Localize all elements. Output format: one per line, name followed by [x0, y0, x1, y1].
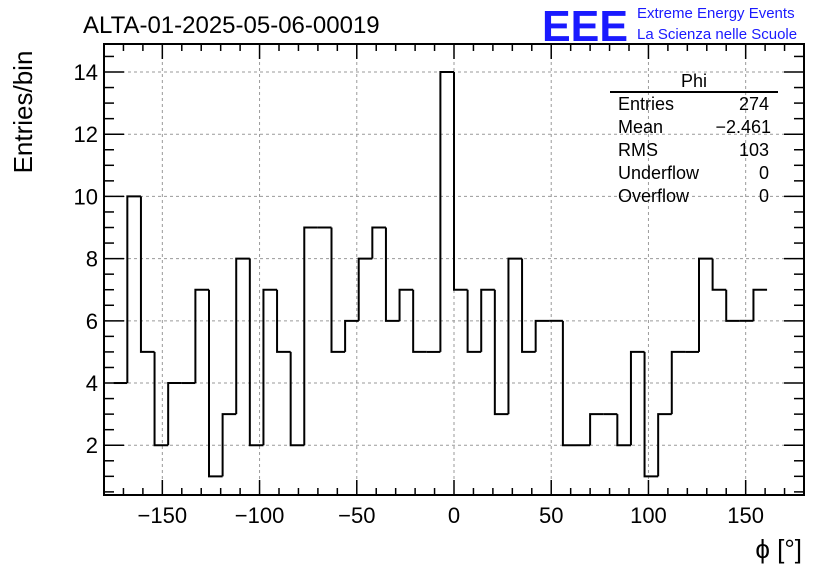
x-tick-label: −150 — [138, 503, 188, 528]
logo-line-1: Extreme Energy Events — [637, 5, 795, 22]
histogram-bin — [725, 289, 740, 322]
histogram-bin — [412, 289, 427, 353]
histogram-bin — [248, 258, 264, 447]
histogram-bin — [466, 289, 482, 353]
histogram-bin — [629, 350, 645, 446]
stats-value-rms: 103 — [739, 140, 769, 160]
histogram-bin — [384, 227, 400, 322]
histogram-bin — [167, 382, 182, 446]
stats-label-entries: Entries — [618, 94, 674, 114]
stats-title: Phi — [681, 71, 707, 91]
x-tick-label: −50 — [338, 503, 375, 528]
histogram-bin — [344, 319, 359, 352]
y-tick-label: 14 — [74, 60, 98, 85]
x-tick-label: 150 — [727, 503, 764, 528]
histogram-bin — [194, 288, 209, 384]
histogram-bin — [153, 351, 169, 447]
histogram-bin — [616, 414, 631, 447]
histogram-bin — [357, 257, 373, 321]
y-tick-label: 10 — [74, 184, 98, 209]
x-axis-label: ϕ [°] — [755, 534, 802, 564]
histogram-bin — [453, 71, 468, 291]
stats-value-underflow: 0 — [759, 163, 769, 183]
histogram-bin — [643, 351, 659, 478]
x-tick-label: −100 — [235, 503, 285, 528]
histogram-bin — [493, 289, 509, 416]
histogram-bin — [534, 319, 550, 352]
histogram-bars — [113, 70, 768, 478]
histogram-bin — [221, 413, 237, 477]
histogram-bin — [126, 195, 141, 384]
stats-value-entries: 274 — [739, 94, 769, 114]
histogram-bin — [480, 288, 495, 352]
y-tick-label: 2 — [86, 433, 98, 458]
histogram-bin — [670, 350, 686, 415]
histogram-bin — [330, 227, 346, 353]
histogram-bin — [507, 257, 523, 415]
stats-label-rms: RMS — [618, 140, 658, 160]
histogram-bin — [262, 288, 278, 446]
histogram-bin — [371, 226, 386, 259]
stats-value-overflow: 0 — [759, 186, 769, 206]
eee-logo: EEE — [542, 2, 628, 51]
histogram-bin — [698, 257, 713, 352]
x-tick-label: 50 — [539, 503, 563, 528]
y-tick-label: 4 — [86, 371, 98, 396]
y-axis-label: Entries/bin — [8, 51, 38, 174]
y-tick-label: 8 — [86, 247, 98, 272]
axes-frame — [103, 43, 805, 496]
tick-labels: −150 −100 −50 0 50 100 150 2 4 6 8 10 12 14 — [74, 60, 765, 528]
logo-line-2: La Scienza nelle Scuole — [637, 26, 797, 43]
histogram-bin — [589, 413, 604, 446]
stats-label-overflow: Overflow — [618, 186, 690, 206]
histogram-bin — [657, 413, 672, 477]
histogram-bin — [303, 226, 318, 446]
stats-label-underflow: Underflow — [618, 163, 700, 183]
x-tick-label: 100 — [630, 503, 667, 528]
histogram-bin — [752, 288, 768, 321]
histogram-bin — [398, 288, 414, 321]
histogram-bin — [289, 351, 305, 447]
histogram-bin — [139, 196, 155, 353]
histogram-bin — [711, 258, 727, 291]
y-tick-label: 6 — [86, 309, 98, 334]
y-tick-label: 12 — [74, 122, 98, 147]
run-title: ALTA-01-2025-05-06-00019 — [83, 12, 380, 39]
histogram-bin — [439, 70, 454, 352]
histogram-bin — [521, 258, 536, 353]
histogram-bin — [208, 289, 223, 478]
stats-value-mean: −2.461 — [715, 117, 771, 137]
stats-box: Phi Entries 274 Mean −2.461 RMS 103 Unde… — [610, 71, 778, 206]
histogram-bin — [235, 257, 250, 415]
stats-label-mean: Mean — [618, 117, 663, 137]
histogram-bin — [561, 320, 577, 447]
x-tick-label: 0 — [448, 503, 460, 528]
histogram-bin — [276, 289, 291, 353]
